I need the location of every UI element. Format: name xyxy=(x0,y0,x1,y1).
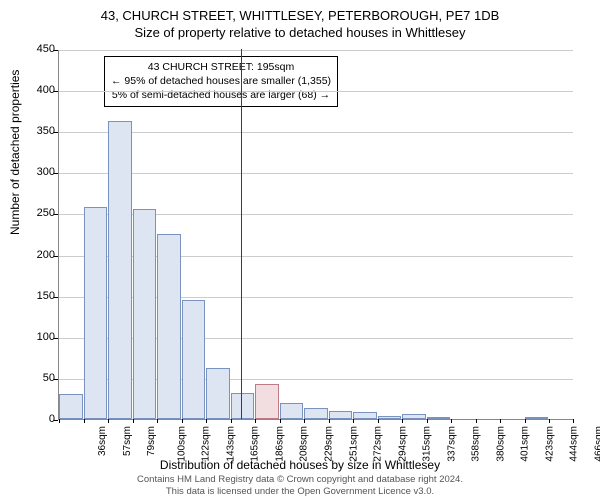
histogram-bar xyxy=(329,411,353,419)
x-tick-label: 337sqm xyxy=(446,426,457,462)
y-tick xyxy=(54,297,58,298)
x-tick xyxy=(378,419,379,423)
x-tick xyxy=(353,419,354,423)
x-tick-label: 315sqm xyxy=(422,426,433,462)
y-tick-label: 100 xyxy=(15,331,55,343)
histogram-bar xyxy=(353,412,377,419)
x-tick-label: 251sqm xyxy=(348,426,359,462)
info-line-1: 43 CHURCH STREET: 195sqm xyxy=(111,60,331,74)
footer-line-2: This data is licensed under the Open Gov… xyxy=(0,486,600,497)
x-tick-label: 466sqm xyxy=(593,426,600,462)
footer: Contains HM Land Registry data © Crown c… xyxy=(0,474,600,497)
x-tick xyxy=(255,419,256,423)
grid-line xyxy=(59,132,573,133)
info-box: 43 CHURCH STREET: 195sqm ← 95% of detach… xyxy=(104,56,338,107)
info-line-2: ← 95% of detached houses are smaller (1,… xyxy=(111,74,331,88)
histogram-bar xyxy=(108,121,132,419)
x-tick-label: 143sqm xyxy=(225,426,236,462)
histogram-bar xyxy=(231,393,255,419)
x-tick xyxy=(133,419,134,423)
x-tick xyxy=(280,419,281,423)
x-tick-label: 229sqm xyxy=(324,426,335,462)
chart-container: 43, CHURCH STREET, WHITTLESEY, PETERBORO… xyxy=(0,0,600,500)
x-tick-label: 358sqm xyxy=(471,426,482,462)
x-tick xyxy=(157,419,158,423)
x-tick xyxy=(84,419,85,423)
x-tick xyxy=(231,419,232,423)
y-tick xyxy=(54,132,58,133)
y-tick-label: 400 xyxy=(15,84,55,96)
marker-line xyxy=(241,49,242,419)
x-tick-label: 122sqm xyxy=(201,426,212,462)
y-tick-label: 150 xyxy=(15,290,55,302)
y-tick xyxy=(54,256,58,257)
page-title: 43, CHURCH STREET, WHITTLESEY, PETERBORO… xyxy=(0,0,600,23)
grid-line xyxy=(59,50,573,51)
x-tick-label: 186sqm xyxy=(275,426,286,462)
histogram-bar xyxy=(280,403,304,419)
y-tick xyxy=(54,173,58,174)
x-tick-label: 165sqm xyxy=(250,426,261,462)
x-tick-label: 401sqm xyxy=(520,426,531,462)
page-subtitle: Size of property relative to detached ho… xyxy=(0,23,600,40)
histogram-bar xyxy=(378,416,402,419)
x-tick xyxy=(525,419,526,423)
histogram-bar xyxy=(182,300,206,419)
x-tick xyxy=(329,419,330,423)
x-tick xyxy=(500,419,501,423)
y-tick xyxy=(54,214,58,215)
grid-line xyxy=(59,173,573,174)
y-tick-label: 200 xyxy=(15,249,55,261)
x-tick-label: 57sqm xyxy=(122,426,133,456)
y-tick-label: 300 xyxy=(15,166,55,178)
x-tick xyxy=(549,419,550,423)
x-tick-label: 100sqm xyxy=(176,426,187,462)
x-tick-label: 272sqm xyxy=(373,426,384,462)
x-tick xyxy=(476,419,477,423)
y-tick-label: 0 xyxy=(15,413,55,425)
x-tick-label: 294sqm xyxy=(397,426,408,462)
y-tick xyxy=(54,420,58,421)
y-tick xyxy=(54,91,58,92)
x-tick xyxy=(402,419,403,423)
plot-area: 43 CHURCH STREET: 195sqm ← 95% of detach… xyxy=(58,50,573,420)
x-tick xyxy=(451,419,452,423)
y-tick xyxy=(54,379,58,380)
grid-line xyxy=(59,91,573,92)
histogram-bar xyxy=(255,384,279,419)
x-tick xyxy=(304,419,305,423)
x-tick-label: 36sqm xyxy=(97,426,108,456)
y-tick-label: 450 xyxy=(15,43,55,55)
histogram-bar xyxy=(525,417,549,419)
histogram-bar xyxy=(133,209,157,419)
x-tick-label: 79sqm xyxy=(146,426,157,456)
histogram-bar xyxy=(206,368,230,419)
x-tick xyxy=(59,419,60,423)
histogram-bar xyxy=(304,408,328,420)
histogram-bar xyxy=(59,394,83,419)
y-tick-label: 250 xyxy=(15,207,55,219)
y-tick xyxy=(54,338,58,339)
x-tick-label: 444sqm xyxy=(569,426,580,462)
histogram-bar xyxy=(157,234,181,419)
footer-line-1: Contains HM Land Registry data © Crown c… xyxy=(0,474,600,485)
x-tick xyxy=(108,419,109,423)
x-tick-label: 208sqm xyxy=(299,426,310,462)
x-tick xyxy=(573,419,574,423)
x-tick-label: 380sqm xyxy=(495,426,506,462)
x-tick xyxy=(427,419,428,423)
y-tick-label: 350 xyxy=(15,125,55,137)
histogram-bar xyxy=(84,207,108,419)
x-tick xyxy=(182,419,183,423)
histogram-bar xyxy=(427,417,451,419)
x-tick xyxy=(206,419,207,423)
histogram-bar xyxy=(402,414,426,419)
y-tick-label: 50 xyxy=(15,372,55,384)
y-tick xyxy=(54,50,58,51)
x-tick-label: 423sqm xyxy=(544,426,555,462)
